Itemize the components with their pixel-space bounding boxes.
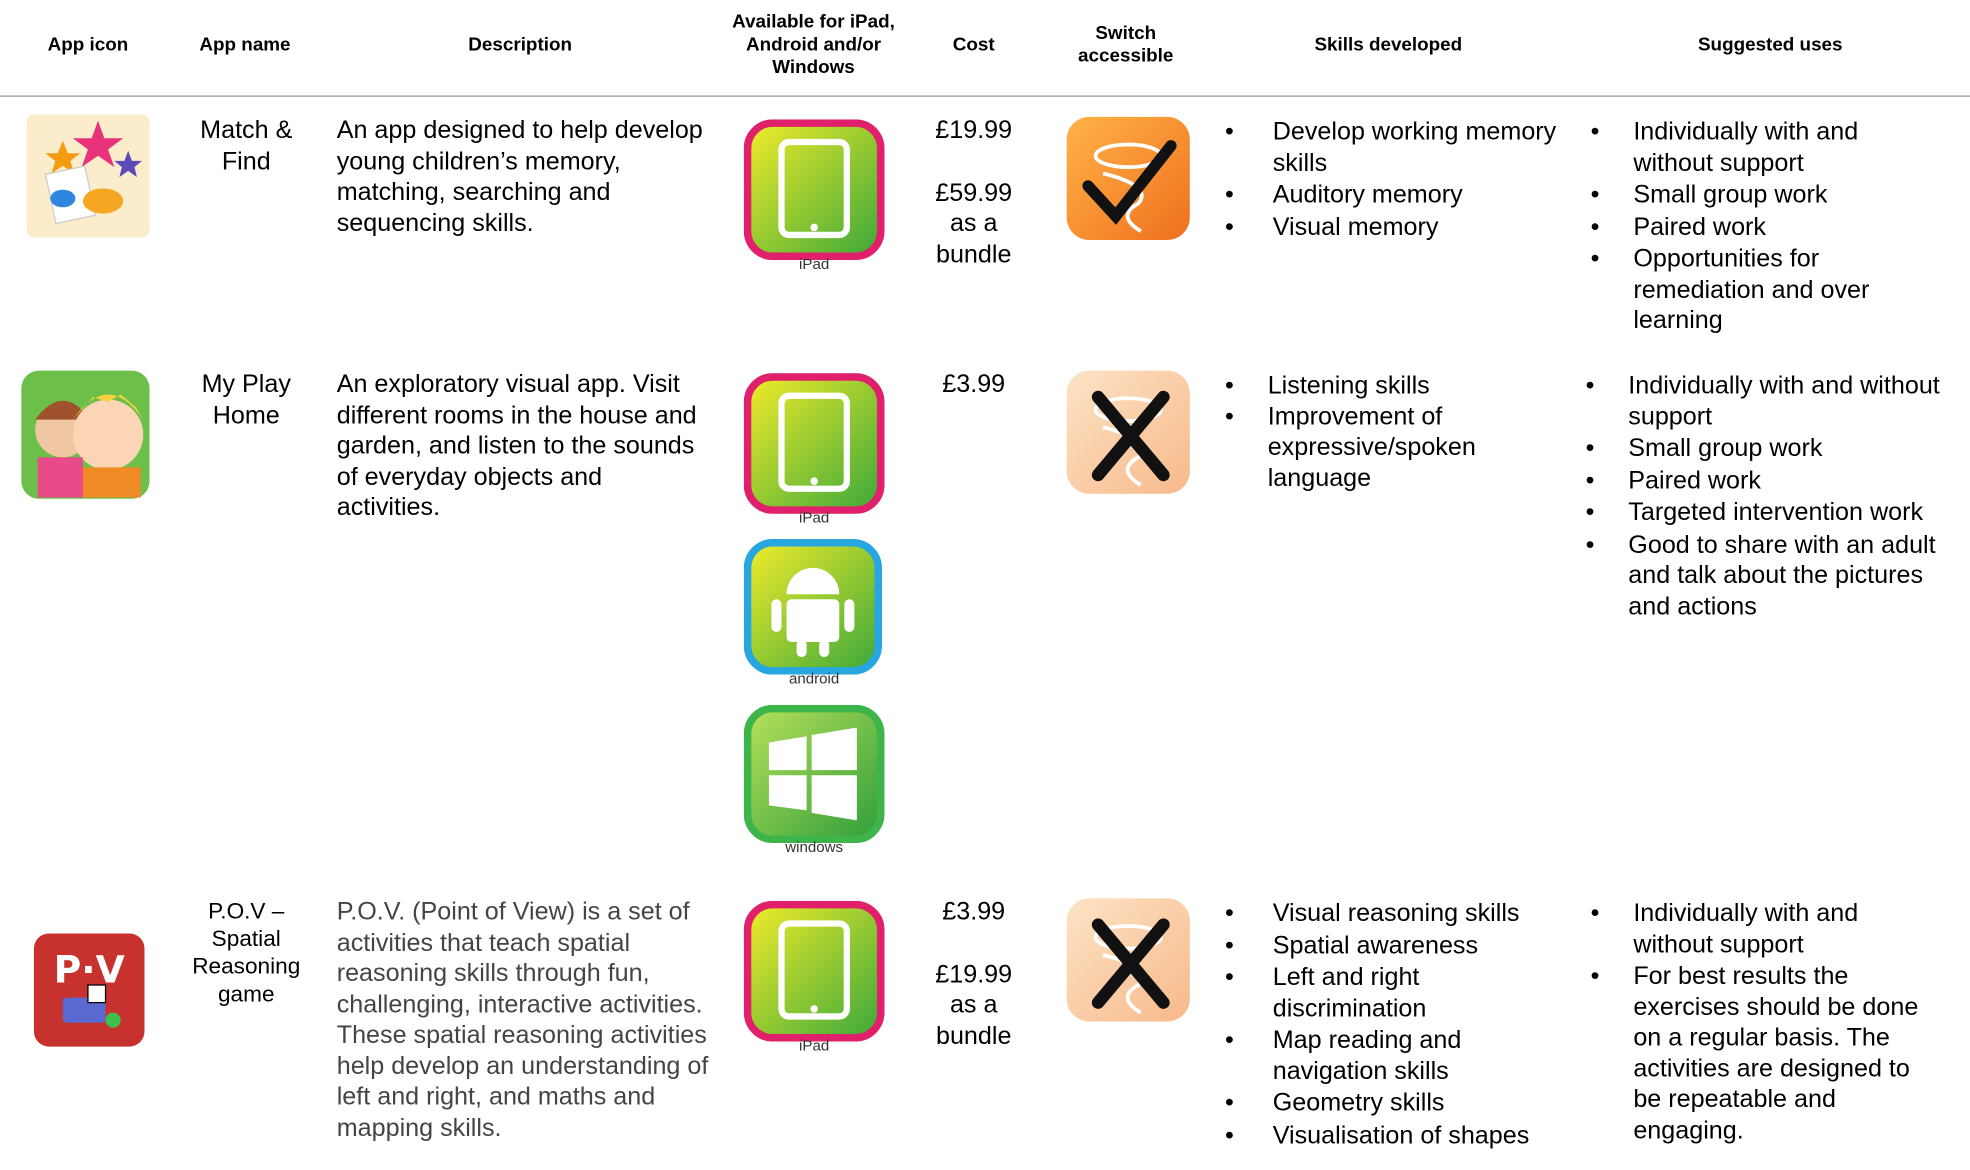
use-item: Individually with and without support — [1591, 898, 1930, 960]
skill-item: Listening skills — [1225, 371, 1514, 402]
app-icon — [20, 369, 151, 506]
skill-item: Visual memory — [1225, 212, 1558, 243]
column-header: Suggested uses — [1697, 33, 1843, 56]
description: An app designed to help develop young ch… — [336, 116, 703, 237]
platform-label: iPad — [799, 1036, 830, 1055]
description: An exploratory visual app. Visit differe… — [336, 370, 697, 522]
cost-value: £3.99 — [942, 898, 1006, 926]
switch-icon — [1065, 369, 1191, 501]
app-name: My Play Home — [201, 370, 291, 430]
column-header: Switch accessible — [1078, 22, 1174, 67]
platform-icon — [739, 539, 890, 675]
platform-label: windows — [785, 838, 844, 856]
header-rule — [0, 95, 1970, 97]
cost: £19.99 £59.99 as a bundle — [921, 116, 1027, 302]
skill-item: Develop working memory skills — [1225, 117, 1558, 179]
use-item: Opportunities for remediation and over l… — [1591, 244, 1930, 336]
use-item: For best results the exercises should be… — [1591, 961, 1930, 1146]
column-header: Cost — [952, 33, 995, 56]
skill-item: Spatial awareness — [1225, 930, 1558, 961]
platform-label: iPad — [799, 508, 830, 527]
skills-list: Listening skillsImprovement of expressiv… — [1225, 371, 1514, 494]
column-header: Available for iPad, Android and/or Windo… — [732, 11, 895, 78]
platform: android — [739, 539, 890, 687]
uses-list: Individually with and without supportFor… — [1591, 898, 1930, 1147]
use-item: Targeted intervention work — [1586, 498, 1963, 529]
use-item: Individually with and without support — [1586, 371, 1963, 433]
platform: iPad — [739, 119, 890, 273]
column-header: App name — [199, 33, 291, 56]
cost-value: £59.99 as a bundle — [935, 179, 1013, 269]
cost-value: £3.99 — [942, 370, 1006, 399]
skill-item: Visualisation of shapes — [1225, 1120, 1558, 1151]
platform-icon — [739, 704, 890, 844]
switch-icon — [1065, 116, 1191, 248]
app-icon: P·V — [33, 932, 146, 1054]
platform-icon — [739, 900, 890, 1042]
cost-value: £19.99 — [935, 116, 1013, 145]
platform: windows — [739, 704, 890, 856]
skill-item: Visual reasoning skills — [1225, 898, 1558, 929]
column-header: Description — [468, 33, 572, 56]
skill-item: Geometry skills — [1225, 1088, 1558, 1119]
platform-label: iPad — [799, 255, 830, 273]
platform: iPad — [739, 900, 890, 1055]
use-item: Individually with and without support — [1591, 117, 1930, 179]
skills-list: Visual reasoning skillsSpatial awareness… — [1225, 898, 1558, 1152]
switch-icon — [1065, 897, 1191, 1029]
cost-value: £19.99 as a bundle — [935, 960, 1013, 1050]
platform-icon — [739, 119, 890, 261]
use-item: Good to share with an adult and talk abo… — [1586, 530, 1963, 622]
platform-icon — [739, 373, 890, 514]
skill-item: Auditory memory — [1225, 180, 1558, 211]
skills-list: Develop working memory skillsAuditory me… — [1225, 117, 1558, 244]
column-header: Skills developed — [1314, 33, 1463, 56]
app-name: Match & Find — [200, 116, 293, 176]
use-item: Paired work — [1586, 465, 1963, 496]
use-item: Paired work — [1591, 212, 1930, 243]
uses-list: Individually with and without supportSma… — [1591, 117, 1930, 337]
svg-text:P·V: P·V — [54, 948, 125, 992]
app-name: P.O.V – Spatial Reasoning game — [192, 898, 301, 1007]
cost: £3.99 — [921, 369, 1027, 431]
column-header: App icon — [47, 33, 129, 56]
use-item: Small group work — [1591, 180, 1930, 211]
platform: iPad — [739, 373, 890, 526]
app-icon — [25, 113, 151, 245]
use-item: Small group work — [1586, 433, 1963, 464]
description: P.O.V. (Point of View) is a set of activ… — [336, 898, 709, 1142]
cost: £3.99 £19.99 as a bundle — [921, 897, 1027, 1083]
skill-item: Left and right discrimination — [1225, 962, 1558, 1024]
uses-list: Individually with and without supportSma… — [1586, 371, 1963, 624]
skill-item: Improvement of expressive/spoken languag… — [1225, 401, 1514, 493]
skill-item: Map reading and navigation skills — [1225, 1025, 1558, 1087]
platform-label: android — [788, 669, 840, 688]
